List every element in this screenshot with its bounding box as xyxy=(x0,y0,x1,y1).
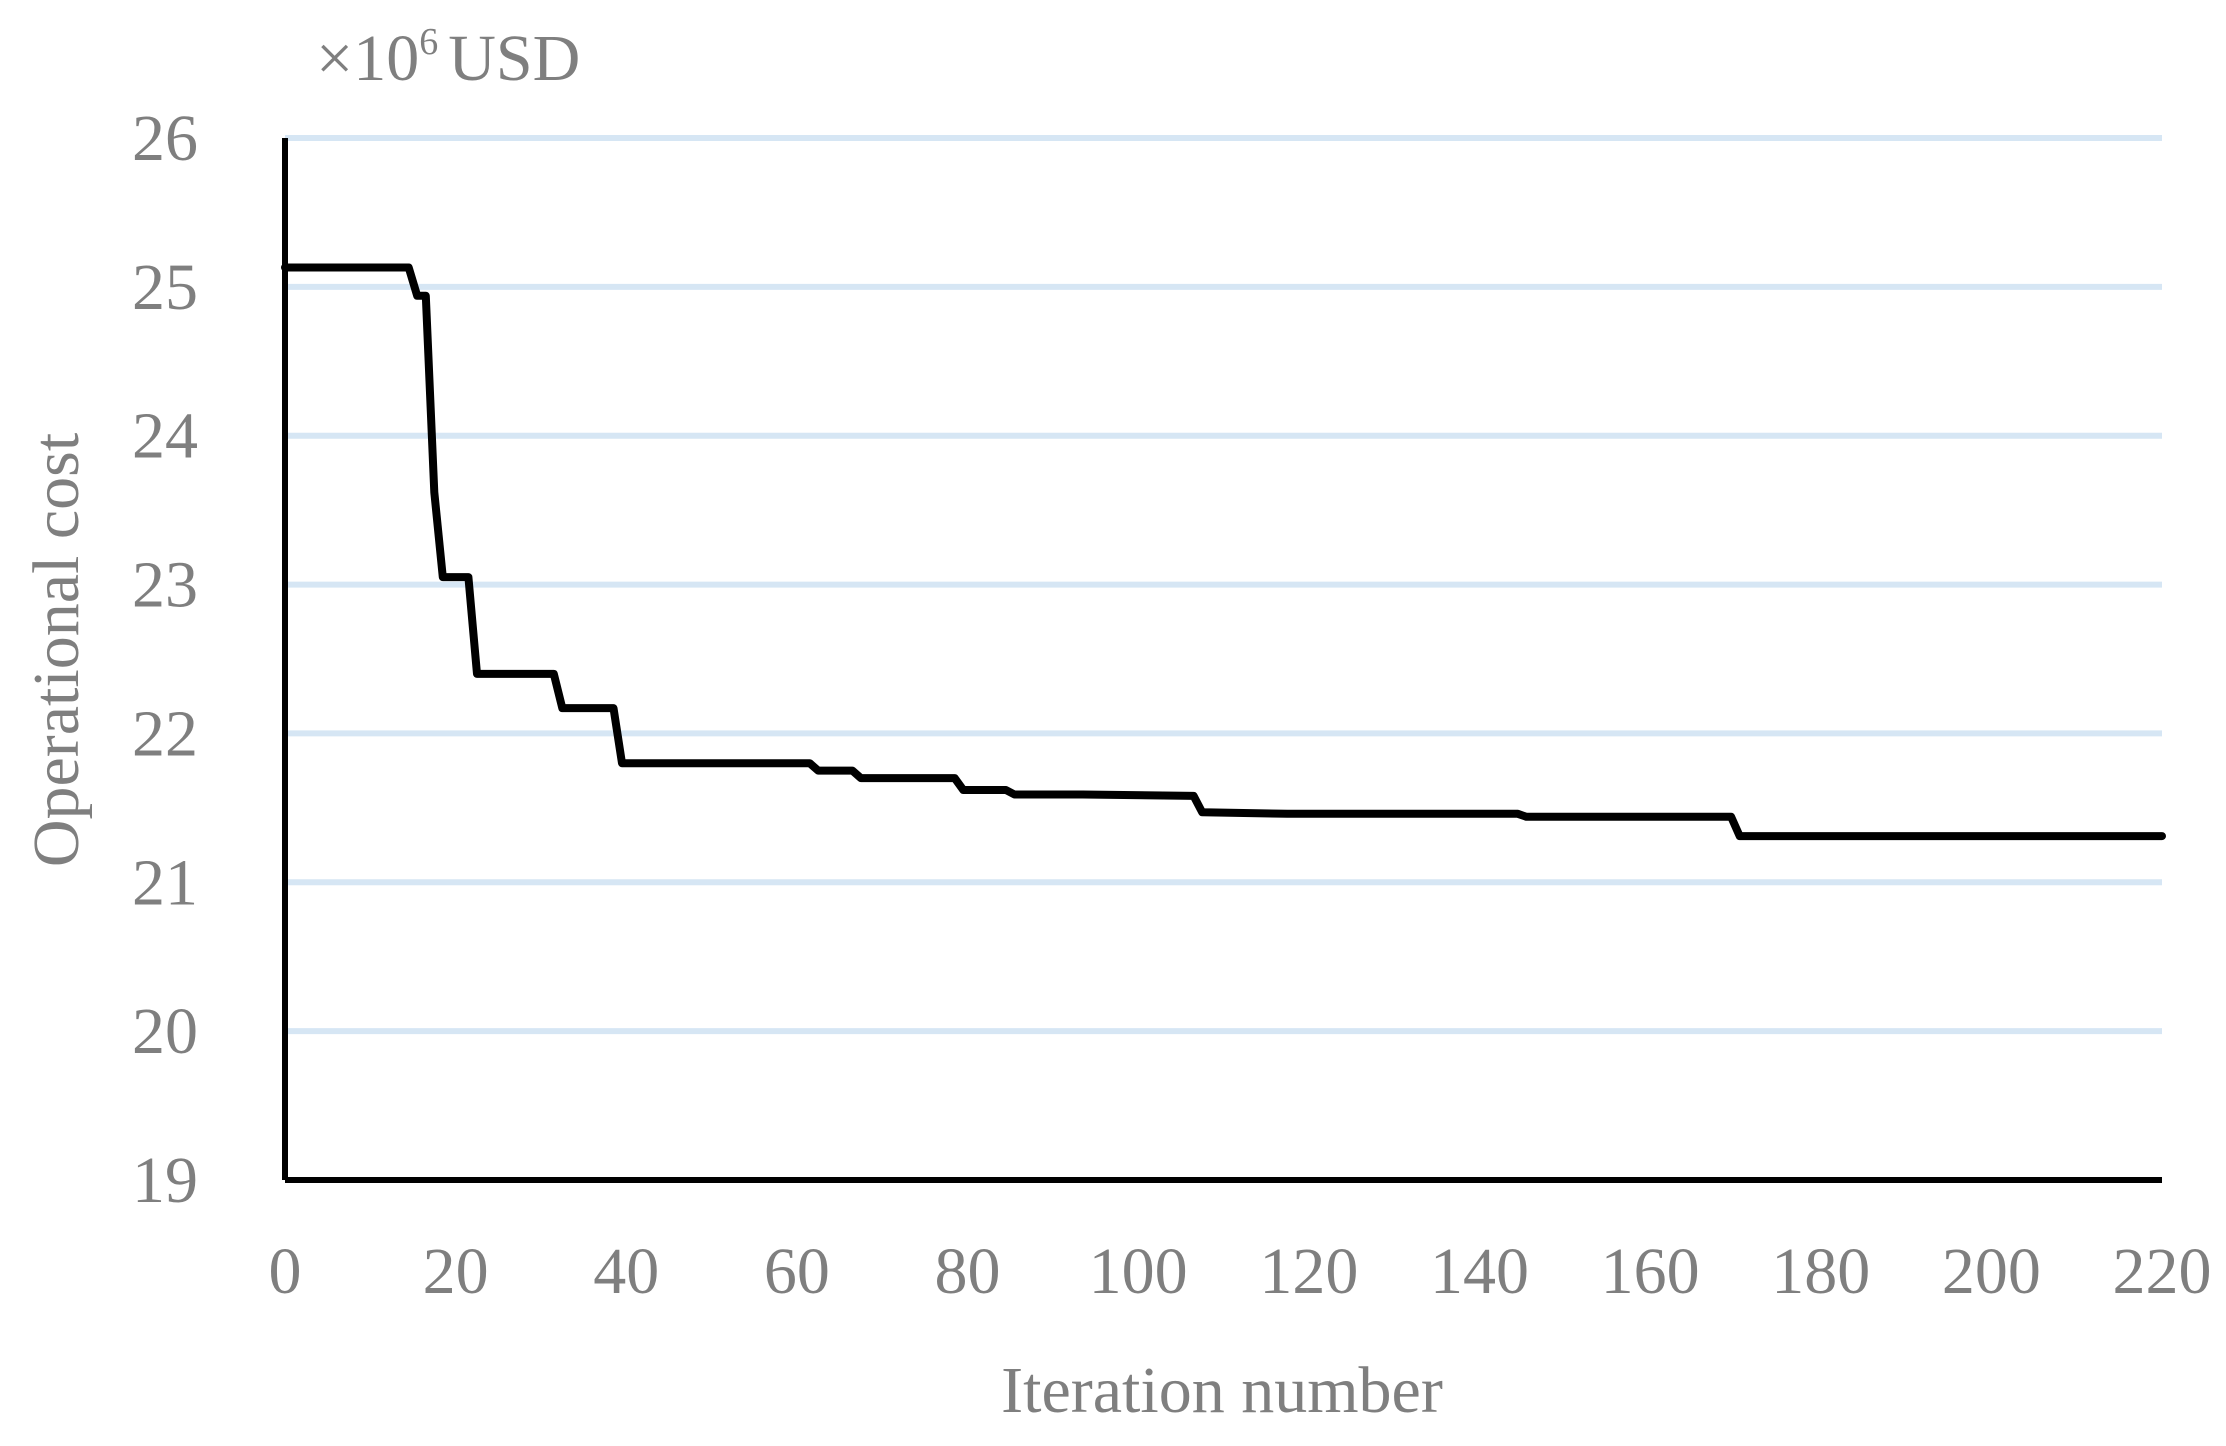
x-tick-label: 0 xyxy=(269,1235,302,1308)
y-tick-label: 20 xyxy=(132,995,198,1068)
series-layer xyxy=(281,263,2166,841)
unit-label-superscript: 6 xyxy=(419,21,438,63)
unit-label: ×106 USD xyxy=(316,21,580,95)
x-tick-label: 220 xyxy=(2113,1235,2212,1308)
x-tick-label: 100 xyxy=(1089,1235,1188,1308)
series-line xyxy=(281,263,2166,841)
y-tick-label: 19 xyxy=(132,1144,198,1217)
y-tick-label: 26 xyxy=(132,102,198,175)
y-tick-label: 21 xyxy=(132,846,198,919)
y-tick-label: 22 xyxy=(132,697,198,770)
x-tick-labels: 0 20 40 60 80 100 120 140 160 180 200 220 xyxy=(269,1235,2212,1308)
x-tick-label: 20 xyxy=(423,1235,489,1308)
x-tick-label: 80 xyxy=(935,1235,1001,1308)
unit-label-suffix: USD xyxy=(448,22,580,95)
y-tick-label: 23 xyxy=(132,549,198,622)
x-tick-label: 40 xyxy=(593,1235,659,1308)
x-tick-label: 200 xyxy=(1942,1235,2041,1308)
axes xyxy=(282,138,2162,1183)
x-tick-label: 160 xyxy=(1601,1235,1700,1308)
y-axis-title: Operational cost xyxy=(20,433,93,867)
x-axis-title: Iteration number xyxy=(1001,1354,1443,1427)
x-tick-label: 180 xyxy=(1771,1235,1870,1308)
y-tick-label: 25 xyxy=(132,251,198,324)
x-tick-label: 140 xyxy=(1430,1235,1529,1308)
y-tick-label: 24 xyxy=(132,400,198,473)
x-tick-label: 120 xyxy=(1259,1235,1358,1308)
x-tick-label: 60 xyxy=(764,1235,830,1308)
y-tick-labels: 19 20 21 22 23 24 25 26 xyxy=(132,102,198,1217)
unit-label-prefix: ×10 xyxy=(316,22,419,95)
gridlines xyxy=(285,135,2162,1035)
